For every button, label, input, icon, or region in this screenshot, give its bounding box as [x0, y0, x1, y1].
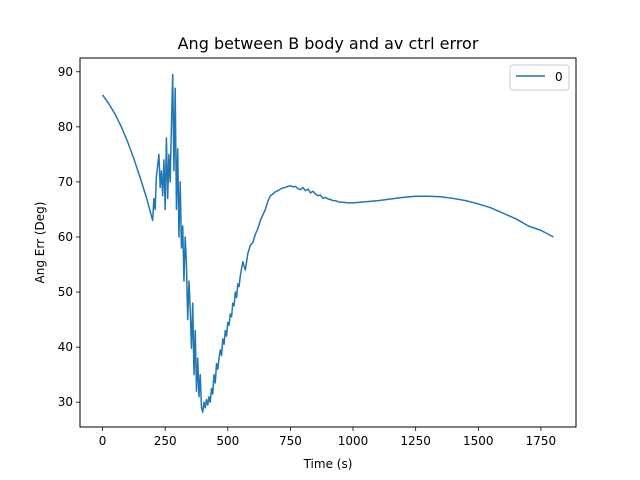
x-tick-label: 500: [216, 434, 239, 448]
x-tick-label: 750: [279, 434, 302, 448]
plot-area: [79, 57, 577, 428]
legend-label: 0: [555, 70, 563, 84]
x-tick-label: 1750: [526, 434, 557, 448]
x-tick-label: 1500: [463, 434, 494, 448]
y-tick-label: 30: [58, 395, 73, 409]
series-line-0: [101, 73, 554, 413]
series-layer: [101, 73, 554, 413]
x-tick-label: 250: [154, 434, 177, 448]
y-axis-label: Ang Err (Deg): [33, 202, 47, 284]
y-tick-label: 60: [58, 230, 73, 244]
x-axis-ticks: 0 250 500 750 1000 1250 1500 1750: [99, 427, 556, 448]
y-tick-label: 70: [58, 175, 73, 189]
x-tick-label: 1250: [400, 434, 431, 448]
y-tick-label: 80: [58, 120, 73, 134]
legend-box: [509, 64, 570, 91]
x-tick-label: 1000: [338, 434, 369, 448]
x-tick-label: 0: [99, 434, 107, 448]
chart-title: Ang between B body and av ctrl error: [178, 34, 479, 53]
legend: 0: [509, 64, 570, 91]
y-tick-label: 40: [58, 340, 73, 354]
plot-frame: [79, 57, 577, 428]
y-tick-label: 50: [58, 285, 73, 299]
y-axis-ticks: 30 40 50 60 70 80 90: [58, 65, 80, 409]
x-axis-label: Time (s): [303, 457, 353, 471]
y-tick-label: 90: [58, 65, 73, 79]
